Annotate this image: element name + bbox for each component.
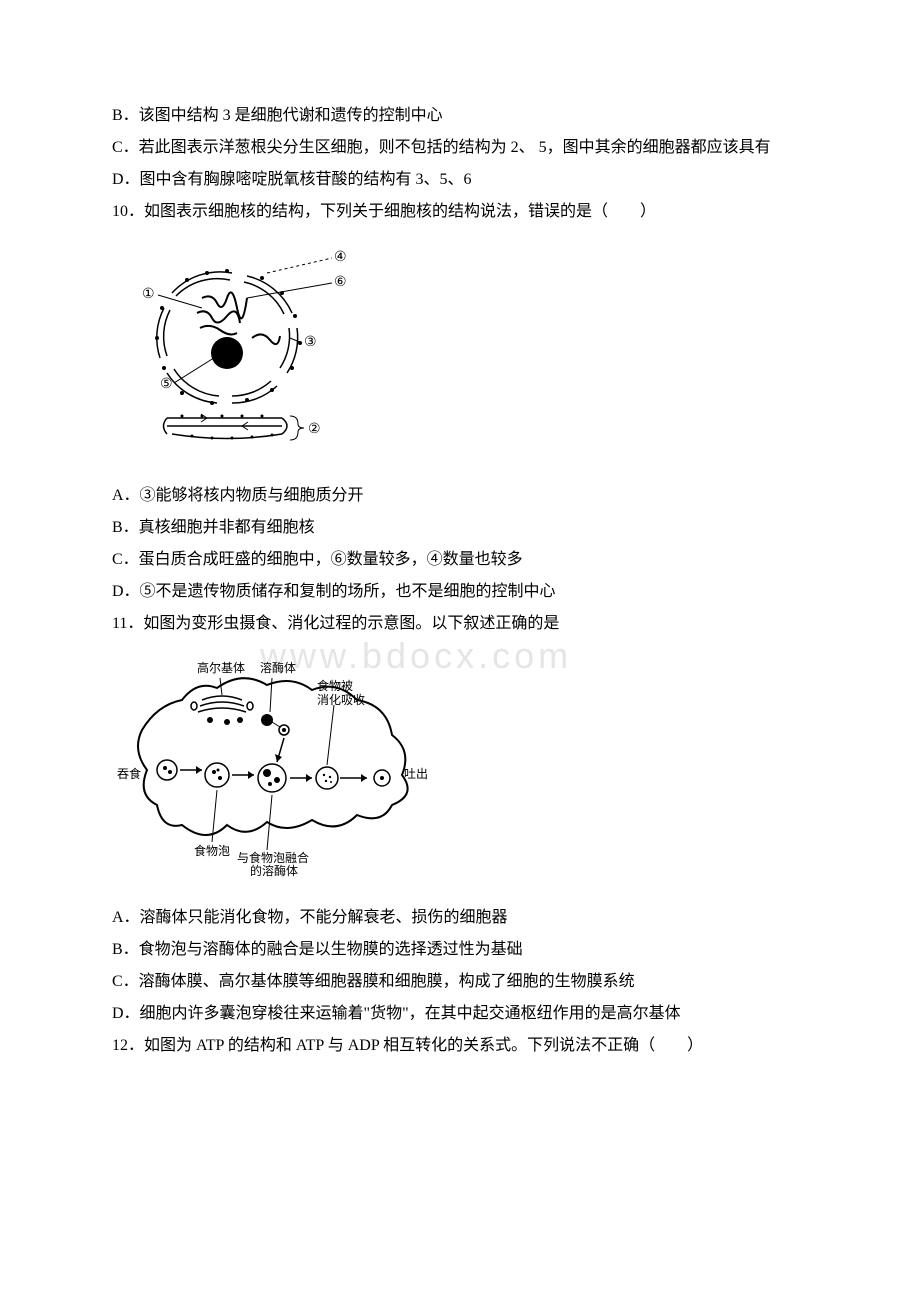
- q10-option-d: D．⑤不是遗传物质储存和复制的场所，也不是细胞的控制中心: [80, 576, 840, 608]
- label-1: ①: [142, 287, 155, 302]
- label-golgi: 高尔基体: [197, 660, 245, 675]
- q11-option-d: D．细胞内许多囊泡穿梭往来运输着"货物"，在其中起交通枢纽作用的是高尔基体: [80, 998, 840, 1030]
- q10-option-c: C．蛋白质合成旺盛的细胞中，⑥数量较多，④数量也较多: [80, 544, 840, 576]
- q11-stem: 11．如图为变形虫摄食、消化过程的示意图。以下叙述正确的是: [80, 608, 840, 640]
- q11-diagram: 高尔基体 溶酶体 食物被 消化吸收 吞食 吐出 食物泡 与食物泡融合 的溶酶体: [112, 650, 840, 892]
- q11-option-c: C．溶酶体膜、高尔基体膜等细胞器膜和细胞膜，构成了细胞的生物膜系统: [80, 966, 840, 998]
- q10-option-b: B．真核细胞并非都有细胞核: [80, 512, 840, 544]
- label-food-vacuole: 食物泡: [194, 843, 230, 858]
- label-4: ④: [334, 250, 347, 265]
- label-food-digest-1: 食物被: [317, 678, 353, 693]
- label-lysosome: 溶酶体: [260, 660, 296, 675]
- nucleolus: [211, 337, 243, 369]
- label-6: ⑥: [334, 275, 347, 290]
- option-b-q9: B．该图中结构 3 是细胞代谢和遗传的控制中心: [80, 100, 840, 132]
- label-eject: 吐出: [404, 767, 428, 781]
- q11-option-a: A．溶酶体只能消化食物，不能分解衰老、损伤的细胞器: [80, 902, 840, 934]
- label-5: ⑤: [160, 377, 173, 392]
- label-2: ②: [308, 422, 321, 437]
- q10-stem: 10．如图表示细胞核的结构，下列关于细胞核的结构说法，错误的是（ ）: [80, 196, 840, 228]
- option-c-q9: C．若此图表示洋葱根尖分生区细胞，则不包括的结构为 2、 5，图中其余的细胞器都…: [80, 132, 840, 164]
- label-3: ③: [304, 335, 317, 350]
- label-fused-2: 的溶酶体: [250, 863, 298, 878]
- q12-stem: 12．如图为 ATP 的结构和 ATP 与 ADP 相互转化的关系式。下列说法不…: [80, 1030, 840, 1062]
- option-d-q9: D．图中含有胸腺嘧啶脱氧核苷酸的结构有 3、5、6: [80, 164, 840, 196]
- q11-option-b: B．食物泡与溶酶体的融合是以生物膜的选择透过性为基础: [80, 934, 840, 966]
- label-swallow: 吞食: [117, 766, 141, 781]
- q10-option-a: A．③能够将核内物质与细胞质分开: [80, 480, 840, 512]
- q10-diagram: ④ ⑥: [112, 238, 840, 470]
- label-fused-1: 与食物泡融合: [237, 850, 309, 865]
- label-food-digest-2: 消化吸收: [317, 693, 365, 707]
